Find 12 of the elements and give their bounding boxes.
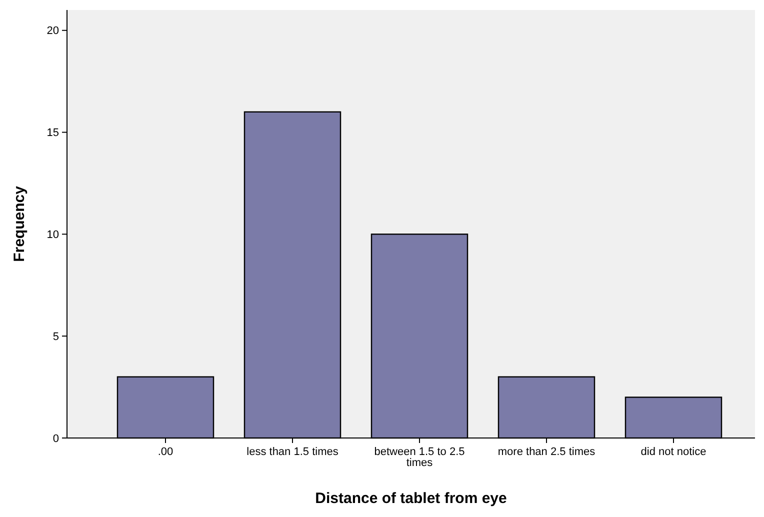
- x-tick-label: did not notice: [640, 446, 706, 458]
- x-tick-label: more than 2.5 times: [498, 446, 596, 458]
- y-tick-label: 10: [46, 229, 59, 242]
- y-tick-label: 0: [52, 432, 59, 445]
- y-tick-label: 5: [52, 330, 59, 343]
- x-tick-label: between 1.5 to 2.5 times: [374, 446, 465, 469]
- y-tick-label: 20: [46, 25, 59, 38]
- x-axis-title: Distance of tablet from eye: [315, 490, 507, 507]
- x-tick-label: .00: [158, 446, 174, 458]
- y-tick-label: 15: [46, 127, 59, 140]
- y-axis-title: Frequency: [11, 185, 28, 262]
- x-tick-label: less than 1.5 times: [246, 446, 339, 458]
